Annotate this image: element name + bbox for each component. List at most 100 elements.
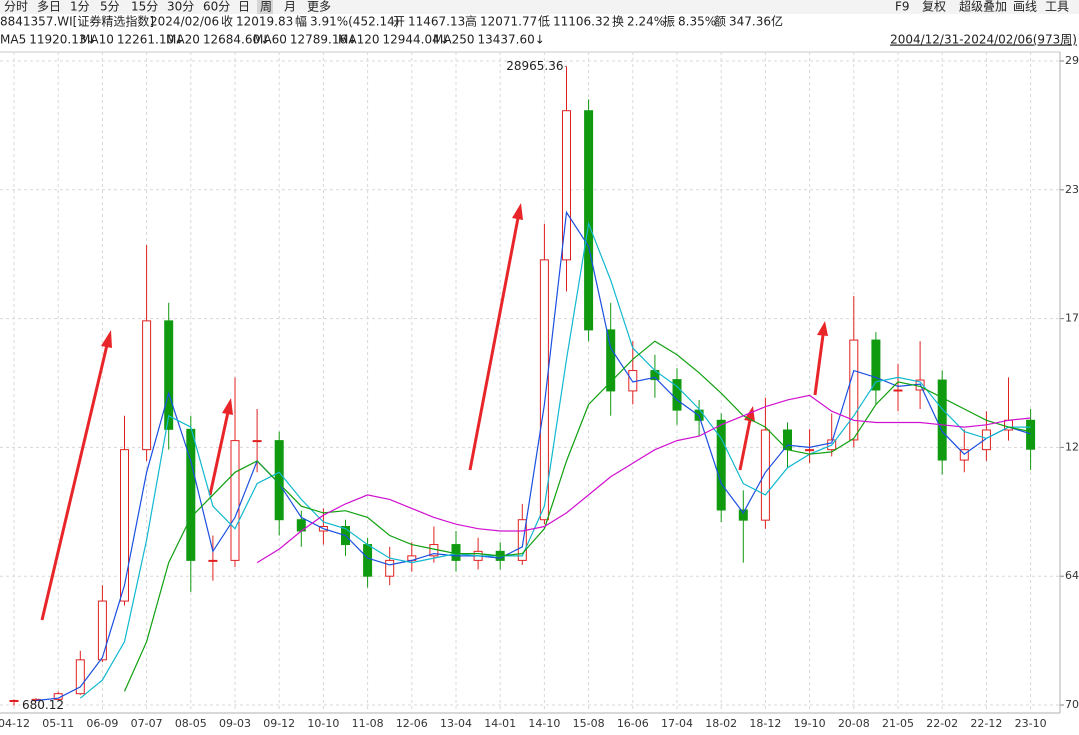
x-tick-label: 06-09 xyxy=(86,717,118,730)
candle-body xyxy=(164,320,174,430)
quote-value: 11467.13 xyxy=(408,15,465,29)
ma-label: MA10 xyxy=(80,33,114,47)
quote-label: 额 xyxy=(714,15,726,29)
x-tick-label: 14-01 xyxy=(484,717,516,730)
period-tab[interactable]: 更多 xyxy=(307,0,331,14)
candle-body xyxy=(9,699,19,702)
y-tick-label: 700 xyxy=(1065,698,1079,711)
quote-value: 12071.77 xyxy=(480,15,537,29)
candle-body xyxy=(893,389,903,392)
quote-label: 低 xyxy=(538,15,550,29)
x-tick-label: 17-04 xyxy=(661,717,693,730)
x-tick-label: 15-08 xyxy=(573,717,605,730)
quote-date: 2024/02/06 xyxy=(150,15,219,29)
candle-body xyxy=(562,110,571,261)
x-tick-label: 16-06 xyxy=(617,717,649,730)
candle-body xyxy=(606,329,616,392)
tool-button[interactable]: F9 xyxy=(895,0,910,14)
quote-value: 347.36亿 xyxy=(729,14,783,29)
period-tab[interactable]: 15分 xyxy=(131,0,158,14)
candle-body xyxy=(230,440,240,561)
min-annotation: 680.12 xyxy=(22,698,64,712)
x-tick-label: 20-08 xyxy=(838,717,870,730)
x-tick-label: 05-11 xyxy=(42,717,74,730)
period-tab[interactable]: 60分 xyxy=(203,0,230,14)
x-tick-label: 08-05 xyxy=(175,717,207,730)
quote-value: 3.91%(452.14) xyxy=(310,15,399,29)
period-tab[interactable]: 日 xyxy=(238,0,250,14)
candle-body xyxy=(385,559,395,577)
ma-label: MA120 xyxy=(338,33,379,47)
ma-value: 12789.16↓ xyxy=(290,33,357,47)
candle-body xyxy=(363,544,373,577)
ma-value: 12261.10↓ xyxy=(117,33,184,47)
period-tab[interactable]: 多日 xyxy=(37,0,61,14)
candle-body xyxy=(1026,419,1036,450)
candle-body xyxy=(517,519,527,561)
ma-value: 12684.60↓ xyxy=(203,33,270,47)
quote-label: 高 xyxy=(465,14,477,29)
candle-body xyxy=(252,440,262,443)
x-tick-label: 18-12 xyxy=(749,717,781,730)
x-tick-label: 22-12 xyxy=(970,717,1002,730)
quote-value: 11106.32 xyxy=(553,15,610,29)
ma-label: MA60 xyxy=(253,33,287,47)
candle-body xyxy=(539,259,549,521)
arrow xyxy=(813,334,825,396)
ma-line xyxy=(36,210,1031,702)
period-tab[interactable]: 5分 xyxy=(100,0,120,14)
x-tick-label: 12-06 xyxy=(396,717,428,730)
candle-body xyxy=(738,509,748,521)
period-tab[interactable]: 30分 xyxy=(167,0,194,14)
quote-label: 开 xyxy=(393,15,405,29)
tool-button[interactable]: 工具 xyxy=(1045,0,1069,14)
arrow-head xyxy=(817,321,828,336)
quote-value: 12019.83 xyxy=(236,15,293,29)
max-annotation: 28965.36 xyxy=(506,59,563,73)
quote-label: 幅 xyxy=(295,14,307,29)
tool-button[interactable]: 复权 xyxy=(922,0,946,14)
active-tab-bg xyxy=(257,0,273,14)
period-tab[interactable]: 月 xyxy=(284,0,296,14)
ma-label: MA5 xyxy=(0,33,26,47)
arrow xyxy=(208,411,230,496)
quote-label: 振 xyxy=(663,15,675,29)
trend-arrows xyxy=(40,203,828,621)
y-tick-label: 12100 xyxy=(1065,440,1079,453)
quote-label: 收 xyxy=(221,15,233,29)
y-tick-label: 6400 xyxy=(1065,569,1079,582)
x-tick-label: 11-08 xyxy=(352,717,384,730)
arrow xyxy=(40,344,109,621)
candle-body xyxy=(584,110,594,331)
arrow xyxy=(468,217,520,471)
period-tab[interactable]: 周 xyxy=(260,0,272,14)
candle-body xyxy=(142,320,152,451)
y-tick-label: 23500 xyxy=(1065,183,1079,196)
quote-value: 8.35% xyxy=(678,15,716,29)
ma-line xyxy=(123,340,1031,692)
candle-body xyxy=(937,379,947,461)
candle-body xyxy=(120,449,129,602)
tool-button[interactable]: 画线 xyxy=(1013,0,1037,14)
x-tick-label: 09-12 xyxy=(263,717,295,730)
period-tab[interactable]: 分时 xyxy=(4,0,28,14)
candle-body xyxy=(716,419,726,511)
candle-body xyxy=(981,429,991,451)
security-code: 8841357.WI[证券精选指数] xyxy=(0,14,154,29)
candle-body xyxy=(849,339,859,441)
candle-body xyxy=(760,429,770,521)
x-tick-label: 21-05 xyxy=(882,717,914,730)
arrow-head xyxy=(101,330,112,348)
arrow xyxy=(738,419,752,471)
tool-button[interactable]: 超级叠加 xyxy=(959,0,1007,14)
candle-body xyxy=(208,559,218,562)
ma-value: 11920.13↓ xyxy=(29,33,96,47)
period-tab[interactable]: 1分 xyxy=(70,0,90,14)
x-tick-label: 18-02 xyxy=(705,717,737,730)
x-tick-label: 09-03 xyxy=(219,717,251,730)
ma-value: 12944.04↓ xyxy=(382,33,449,47)
ma-label: MA250 xyxy=(433,33,474,47)
arrow-head xyxy=(512,203,523,220)
ma-value: 13437.60↓ xyxy=(477,33,544,47)
quote-value: 2.24% xyxy=(627,15,665,29)
